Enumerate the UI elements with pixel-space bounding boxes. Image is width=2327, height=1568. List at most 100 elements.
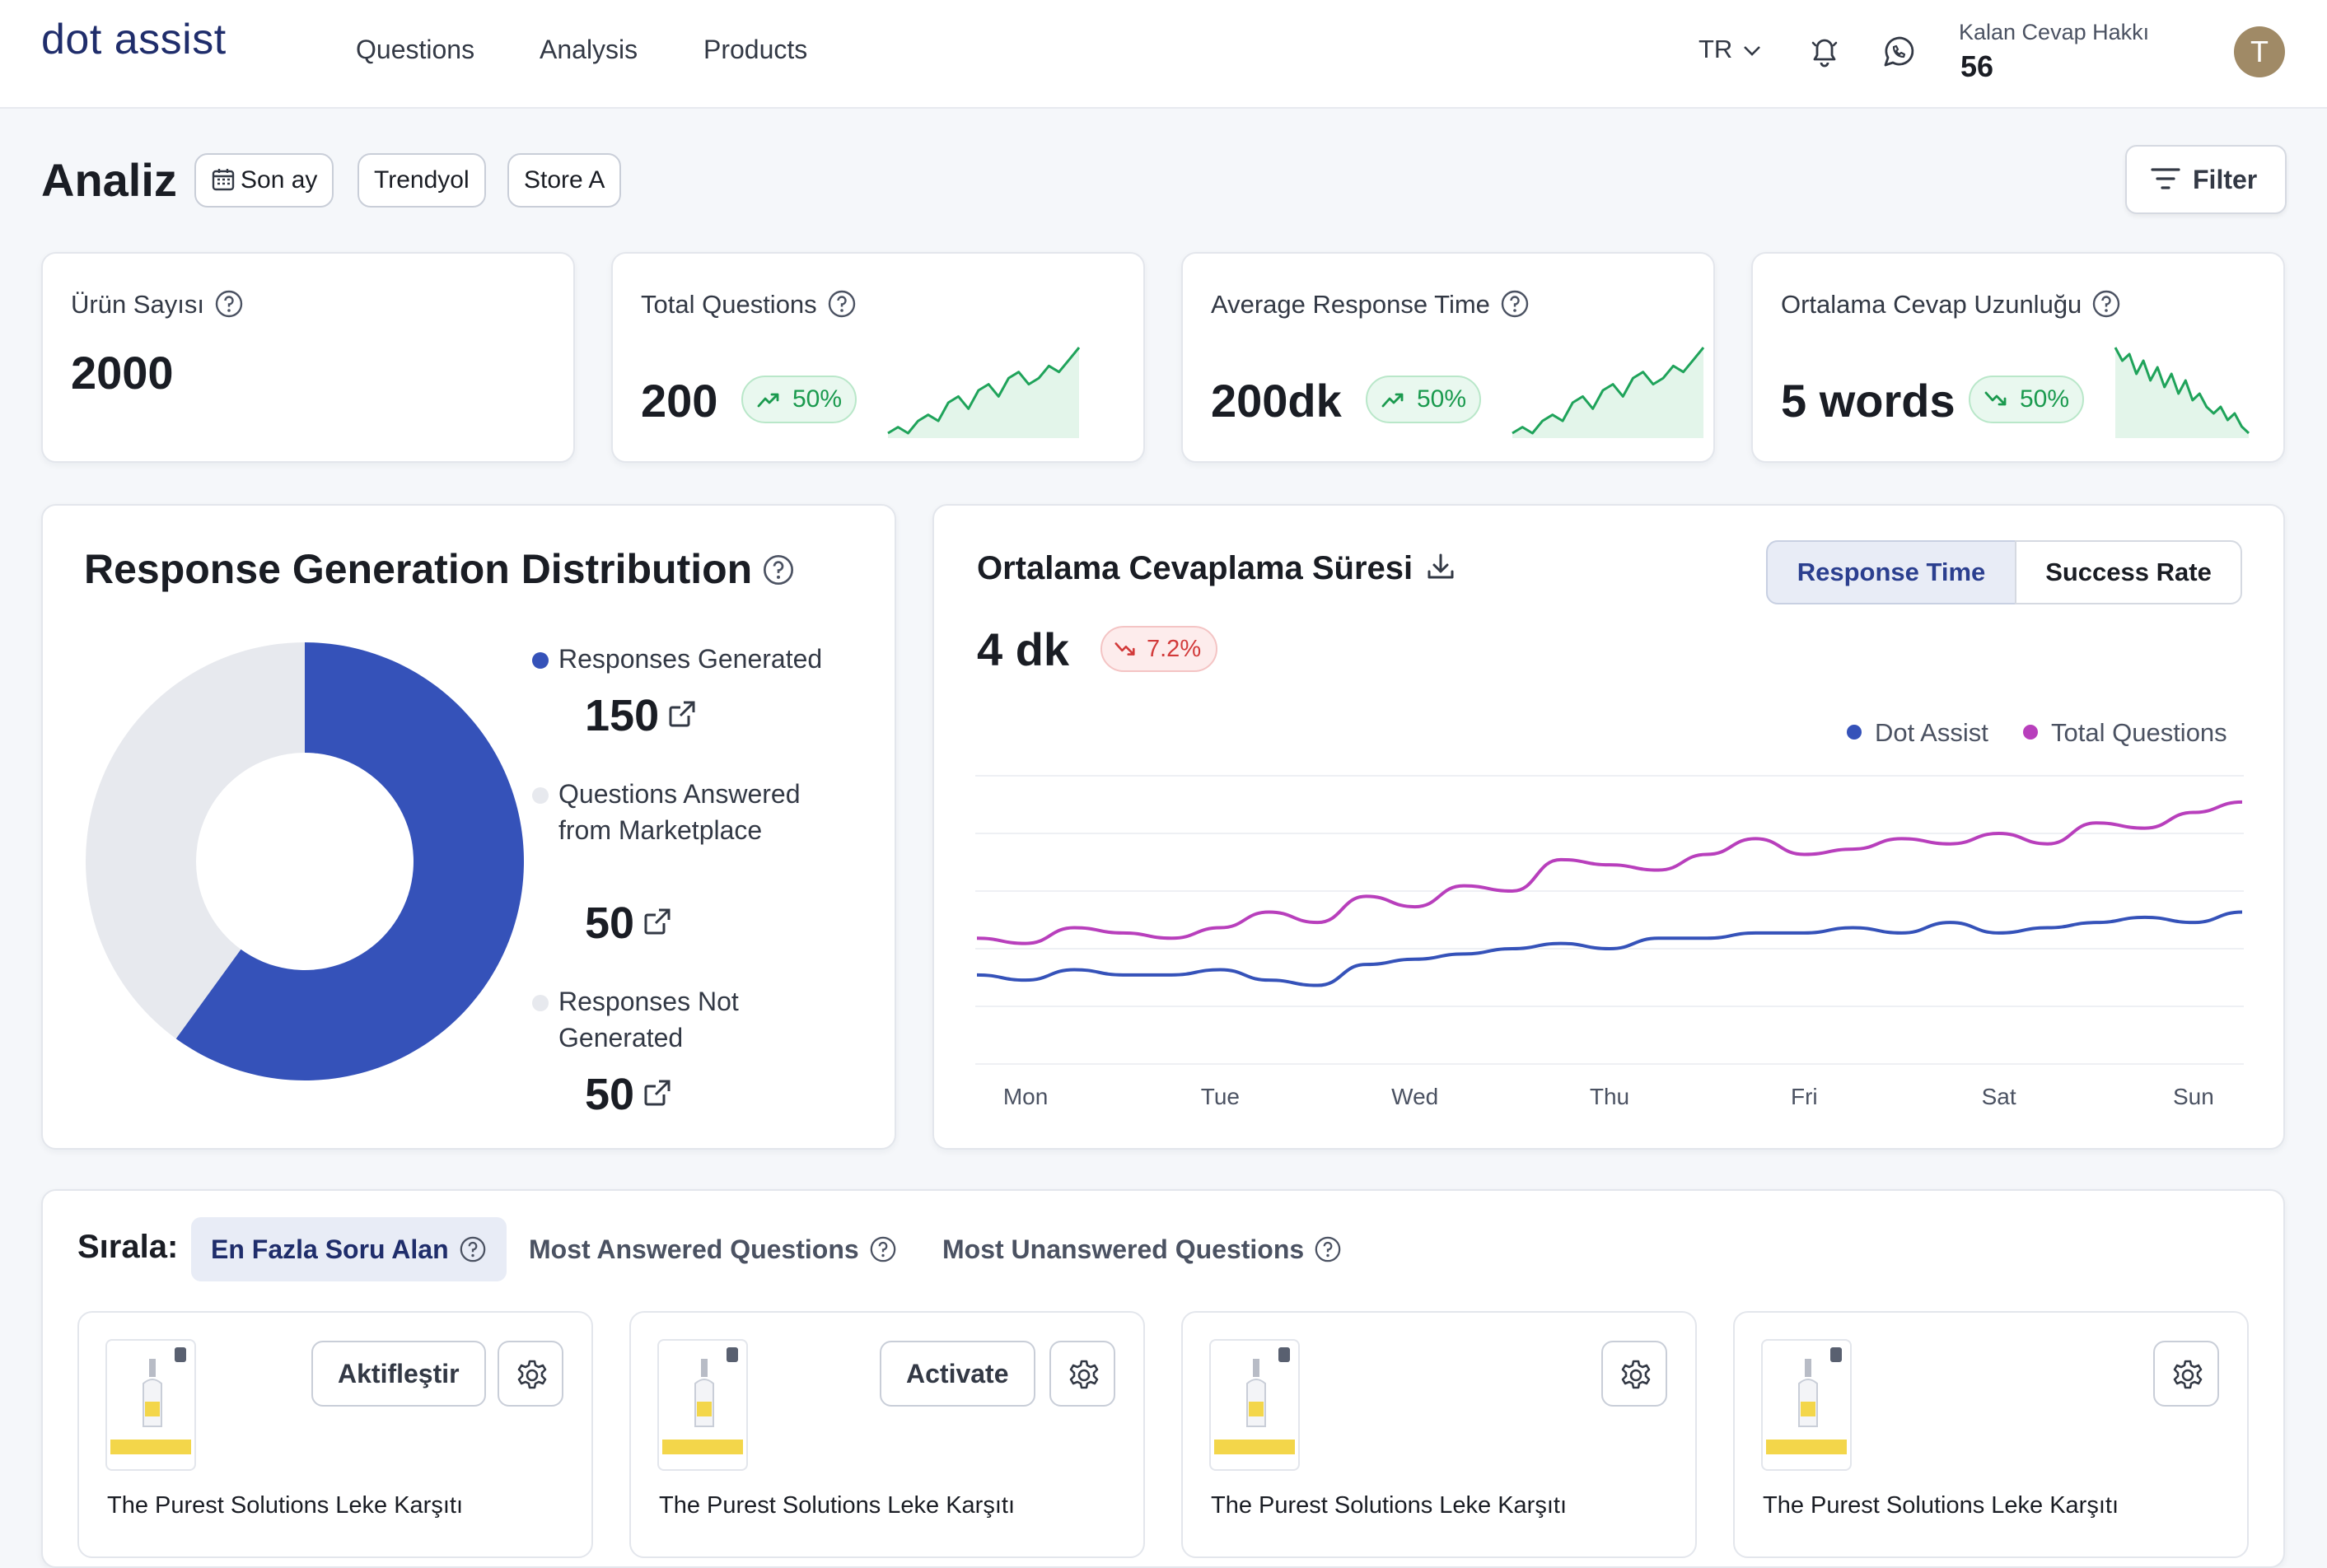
sort-tab-most-questions[interactable]: En Fazla Soru Alan	[191, 1217, 507, 1281]
brand-logo[interactable]: dot assist	[41, 16, 227, 63]
calendar-icon	[212, 169, 235, 191]
help-icon[interactable]	[1314, 1235, 1342, 1263]
chart-title: Ortalama Cevaplama Süresi	[977, 550, 1457, 587]
sparkline-line	[887, 347, 1081, 435]
product-card[interactable]: The Purest Solutions Leke Karşıtı	[1181, 1311, 1697, 1558]
product-image	[657, 1339, 748, 1471]
x-tick-label: Tue	[1200, 1084, 1240, 1109]
help-icon[interactable]	[214, 289, 244, 319]
settings-button[interactable]	[2153, 1341, 2219, 1407]
legend-value-not-generated[interactable]: 50	[585, 1069, 672, 1120]
change-badge: 50%	[741, 376, 857, 423]
legend-dot	[532, 787, 549, 804]
sparkline	[1512, 347, 1705, 438]
bell-icon[interactable]	[1804, 31, 1845, 72]
product-card[interactable]: Aktifleştir The Purest Solutions Leke Ka…	[77, 1311, 593, 1558]
credits-label: Kalan Cevap Hakkı	[1959, 20, 2150, 44]
product-image	[105, 1339, 196, 1471]
legend-dot	[532, 652, 549, 669]
tab-success-rate[interactable]: Success Rate	[2015, 540, 2242, 604]
marketplace-chip[interactable]: Trendyol	[357, 153, 486, 208]
trend-up-icon	[757, 393, 779, 408]
sort-label: Sırala:	[77, 1229, 179, 1265]
sparkline-line	[1512, 347, 1705, 435]
product-title: The Purest Solutions Leke Karşıtı	[1763, 1492, 2119, 1519]
stat-value: 2000	[71, 347, 174, 399]
legend-value-generated[interactable]: 150	[585, 690, 697, 741]
help-icon[interactable]	[2091, 289, 2121, 319]
tab-response-time[interactable]: Response Time	[1766, 540, 2016, 604]
response-time-line-chart	[975, 775, 2244, 1065]
top-navigation-bar: dot assist Questions Analysis Products T…	[0, 0, 2327, 109]
external-link-icon[interactable]	[642, 1078, 672, 1108]
language-selector[interactable]: TR	[1699, 35, 1761, 64]
help-icon[interactable]	[459, 1235, 487, 1263]
nav-products[interactable]: Products	[703, 35, 808, 64]
product-title: The Purest Solutions Leke Karşıtı	[659, 1492, 1015, 1519]
nav-analysis[interactable]: Analysis	[540, 35, 638, 64]
activate-button[interactable]: Activate	[880, 1341, 1035, 1407]
product-image	[1209, 1339, 1300, 1471]
trend-down-icon	[1114, 642, 1135, 656]
gear-icon	[2173, 1360, 2203, 1389]
x-tick-label: Mon	[1002, 1084, 1049, 1109]
external-link-icon[interactable]	[642, 907, 672, 936]
response-time-card	[932, 504, 2285, 1150]
legend-total-questions: Total Questions	[2023, 718, 2227, 748]
sort-tab-most-unanswered[interactable]: Most Unanswered Questions	[923, 1217, 1362, 1281]
sparkline-area	[2115, 348, 2249, 438]
credits-value: 56	[1960, 49, 1994, 83]
distribution-donut-chart	[85, 642, 525, 1080]
series-line-total-questions	[976, 800, 2243, 945]
date-range-chip[interactable]: Son ay	[194, 153, 334, 208]
legend-answered-from-marketplace: Questions Answered from Marketplace	[532, 776, 822, 848]
help-icon[interactable]	[827, 289, 857, 319]
whatsapp-icon[interactable]	[1878, 31, 1919, 72]
filter-button-label: Filter	[2193, 165, 2258, 194]
download-icon[interactable]	[1424, 550, 1457, 583]
product-card[interactable]: The Purest Solutions Leke Karşıtı	[1733, 1311, 2249, 1558]
sparkline-area	[888, 348, 1079, 438]
external-link-icon[interactable]	[667, 699, 697, 729]
sparkline	[887, 347, 1081, 438]
stat-value: 200dk	[1211, 375, 1342, 427]
legend-responses-generated: Responses Generated	[532, 641, 871, 677]
gear-icon	[517, 1360, 547, 1389]
product-title: The Purest Solutions Leke Karşıtı	[1211, 1492, 1567, 1519]
help-icon[interactable]	[869, 1235, 897, 1263]
help-icon[interactable]	[762, 553, 795, 586]
x-tick-label: Wed	[1391, 1084, 1439, 1109]
nav-questions[interactable]: Questions	[356, 35, 475, 64]
avatar[interactable]: T	[2234, 26, 2285, 77]
settings-button[interactable]	[1601, 1341, 1667, 1407]
product-card[interactable]: Activate The Purest Solutions Leke Karşı…	[629, 1311, 1145, 1558]
filter-button[interactable]: Filter	[2125, 145, 2287, 214]
settings-button[interactable]	[1049, 1341, 1115, 1407]
help-icon[interactable]	[1500, 289, 1530, 319]
settings-button[interactable]	[498, 1341, 563, 1407]
sort-tab-most-answered[interactable]: Most Answered Questions	[509, 1217, 917, 1281]
product-image	[1761, 1339, 1852, 1471]
legend-dot	[532, 995, 549, 1011]
gear-icon	[1069, 1360, 1099, 1389]
language-code: TR	[1699, 35, 1733, 63]
stat-value: 200	[641, 375, 718, 427]
page-title: Analiz	[41, 154, 177, 206]
activate-button[interactable]: Aktifleştir	[311, 1341, 486, 1407]
donut-slice-other[interactable]	[85, 642, 305, 1039]
chevron-down-icon	[1744, 45, 1760, 56]
gear-icon	[1621, 1360, 1651, 1389]
stat-value: 5 words	[1781, 375, 1956, 427]
change-badge: 50%	[1366, 376, 1482, 423]
sparkline-area	[1512, 348, 1703, 438]
store-chip[interactable]: Store A	[507, 153, 622, 208]
change-badge-negative: 7.2%	[1100, 626, 1218, 672]
stat-label: Ortalama Cevap Uzunluğu	[1781, 290, 2121, 321]
legend-value-marketplace[interactable]: 50	[585, 898, 672, 949]
change-badge: 50%	[1969, 376, 2085, 423]
legend-dot-assist: Dot Assist	[1847, 718, 1988, 748]
trend-up-icon	[1381, 393, 1404, 408]
stat-card-average-answer-length: Ortalama Cevap Uzunluğu 5 words 50%	[1751, 252, 2285, 463]
donut-slice-generated[interactable]	[175, 642, 525, 1080]
x-tick-label: Sat	[1981, 1084, 2016, 1109]
